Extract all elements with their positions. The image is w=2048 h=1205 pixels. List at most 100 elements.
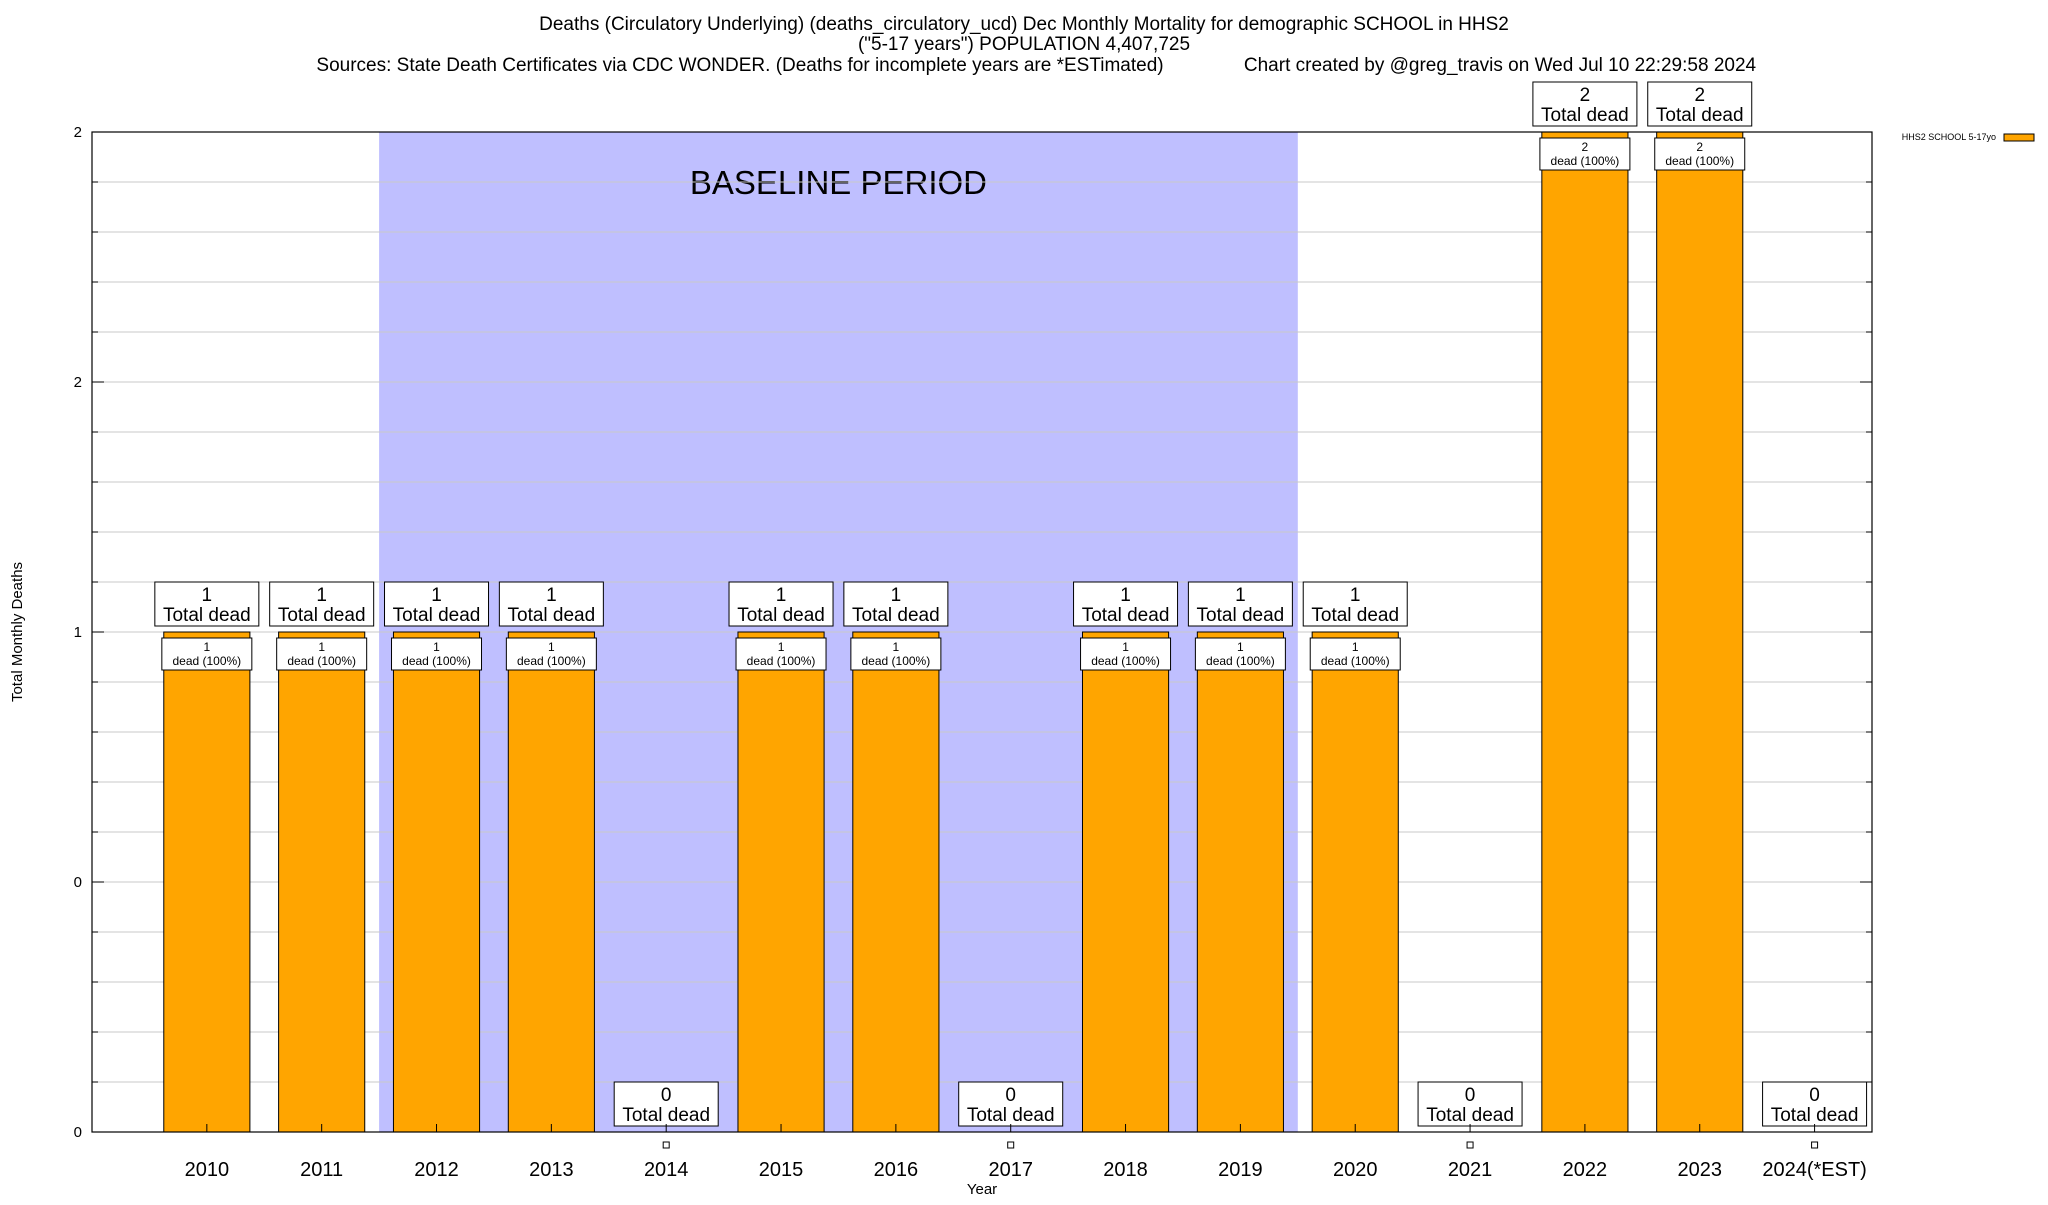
total-label-count: 1 bbox=[1350, 585, 1361, 606]
total-label-text: Total dead bbox=[1082, 605, 1170, 626]
chart-credit: Chart created by @greg_travis on Wed Jul… bbox=[1244, 55, 1757, 76]
x-tick-label: 2011 bbox=[300, 1159, 343, 1181]
segment-label-count: 1 bbox=[893, 640, 900, 654]
x-tick-label: 2013 bbox=[529, 1159, 574, 1181]
total-label-text: Total dead bbox=[1311, 605, 1399, 626]
total-label-count: 1 bbox=[1235, 585, 1246, 606]
x-tick-label: 2021 bbox=[1448, 1159, 1493, 1181]
total-label-box bbox=[613, 1081, 719, 1127]
y-tick-label: 0 bbox=[74, 874, 82, 891]
total-label-text: Total dead bbox=[1771, 1105, 1859, 1126]
total-label-box bbox=[269, 581, 375, 627]
plot-border bbox=[91, 131, 1873, 1133]
segment-label-count: 1 bbox=[778, 640, 785, 654]
segment-label-text: dead (100%) bbox=[862, 654, 931, 668]
zero-marker bbox=[1466, 1141, 1474, 1149]
total-label-box bbox=[1073, 581, 1179, 627]
total-label-text: Total dead bbox=[278, 605, 366, 626]
y-tick-label: 2 bbox=[74, 124, 82, 141]
segment-label-text: dead (100%) bbox=[172, 654, 241, 668]
segment-label-count: 1 bbox=[1352, 640, 1359, 654]
y-axis-title: Total Monthly Deaths bbox=[9, 562, 26, 702]
x-tick-label: 2010 bbox=[185, 1159, 230, 1181]
x-tick-label: 2016 bbox=[874, 1159, 919, 1181]
zero-marker bbox=[1007, 1141, 1015, 1149]
segment-label-count: 1 bbox=[318, 640, 325, 654]
total-label-count: 1 bbox=[202, 585, 213, 606]
chart-sources: Sources: State Death Certificates via CD… bbox=[316, 55, 1163, 76]
segment-label-box bbox=[1080, 637, 1172, 671]
total-label-text: Total dead bbox=[1656, 105, 1744, 126]
x-tick-label: 2019 bbox=[1218, 1159, 1263, 1181]
segment-label-box bbox=[1539, 137, 1631, 171]
segment-label-box bbox=[276, 637, 368, 671]
segment-label-box bbox=[505, 637, 597, 671]
bar bbox=[1196, 631, 1284, 1133]
segment-label-text: dead (100%) bbox=[747, 654, 816, 668]
y-tick-label: 1 bbox=[74, 624, 82, 641]
segment-label-text: dead (100%) bbox=[517, 654, 586, 668]
segment-label-count: 1 bbox=[203, 640, 210, 654]
total-label-text: Total dead bbox=[1541, 105, 1629, 126]
segment-label-count: 1 bbox=[433, 640, 440, 654]
total-label-text: Total dead bbox=[622, 1105, 710, 1126]
segment-label-box bbox=[161, 637, 253, 671]
bar bbox=[1081, 631, 1170, 1133]
segment-label-count: 1 bbox=[1122, 640, 1129, 654]
bar bbox=[1311, 631, 1399, 1133]
x-tick-label: 2020 bbox=[1333, 1159, 1378, 1181]
segment-label-text: dead (100%) bbox=[1551, 154, 1620, 168]
segment-label-count: 1 bbox=[1237, 640, 1244, 654]
total-label-count: 0 bbox=[1465, 1085, 1476, 1106]
zero-marker bbox=[662, 1141, 670, 1149]
segment-label-box bbox=[1194, 637, 1286, 671]
total-label-text: Total dead bbox=[737, 605, 825, 626]
total-label-count: 1 bbox=[891, 585, 902, 606]
segment-label-box bbox=[391, 637, 483, 671]
segment-label-text: dead (100%) bbox=[1206, 654, 1275, 668]
bar bbox=[278, 631, 366, 1133]
total-label-count: 1 bbox=[431, 585, 442, 606]
total-label-text: Total dead bbox=[393, 605, 481, 626]
total-label-text: Total dead bbox=[1426, 1105, 1514, 1126]
total-label-box bbox=[1302, 581, 1408, 627]
x-tick-label: 2012 bbox=[414, 1159, 459, 1181]
x-tick-label: 2024(*EST) bbox=[1762, 1159, 1867, 1181]
total-label-box bbox=[154, 581, 260, 627]
segment-label-count: 1 bbox=[548, 640, 555, 654]
legend-swatch bbox=[2003, 133, 2035, 142]
total-label-text: Total dead bbox=[508, 605, 596, 626]
total-label-text: Total dead bbox=[163, 605, 251, 626]
total-label-box bbox=[843, 581, 949, 627]
x-tick-label: 2017 bbox=[988, 1159, 1033, 1181]
bar bbox=[1656, 131, 1744, 1133]
segment-label-box bbox=[735, 637, 827, 671]
bar bbox=[1541, 131, 1629, 1133]
total-label-box bbox=[1647, 81, 1753, 127]
total-label-text: Total dead bbox=[1197, 605, 1285, 626]
segment-label-text: dead (100%) bbox=[287, 654, 356, 668]
segment-label-box bbox=[850, 637, 942, 671]
total-label-count: 1 bbox=[316, 585, 327, 606]
total-label-count: 1 bbox=[776, 585, 787, 606]
x-tick-label: 2014 bbox=[644, 1159, 689, 1181]
total-label-text: Total dead bbox=[852, 605, 940, 626]
total-label-count: 1 bbox=[546, 585, 557, 606]
segment-label-box bbox=[1654, 137, 1746, 171]
segment-label-text: dead (100%) bbox=[402, 654, 471, 668]
total-label-count: 2 bbox=[1694, 85, 1705, 106]
bar bbox=[507, 631, 595, 1133]
segment-label-text: dead (100%) bbox=[1321, 654, 1390, 668]
y-tick-label: 0 bbox=[74, 1124, 82, 1141]
total-label-box bbox=[498, 581, 604, 627]
x-tick-label: 2022 bbox=[1563, 1159, 1608, 1181]
total-label-count: 0 bbox=[1809, 1085, 1820, 1106]
total-label-box bbox=[384, 581, 490, 627]
total-label-count: 1 bbox=[1120, 585, 1131, 606]
zero-marker bbox=[1811, 1141, 1819, 1149]
total-label-box bbox=[1187, 581, 1293, 627]
segment-label-count: 2 bbox=[1696, 140, 1703, 154]
total-label-count: 0 bbox=[661, 1085, 672, 1106]
